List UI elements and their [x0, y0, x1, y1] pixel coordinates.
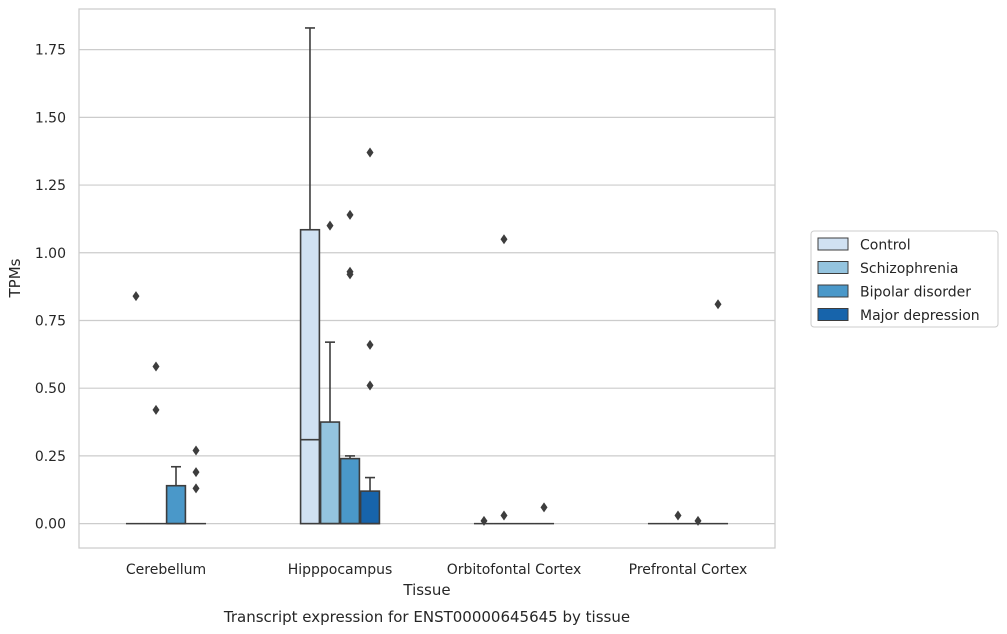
legend-swatch: [817, 308, 849, 321]
box: [165, 484, 187, 525]
y-tick-label: 1.50: [35, 110, 66, 126]
outlier-point: [500, 510, 508, 521]
outlier-point: [540, 502, 548, 513]
outlier-point: [366, 147, 374, 158]
series-schizophrenia: [145, 220, 688, 525]
legend-label: Bipolar disorder: [860, 285, 971, 301]
box: [319, 421, 341, 525]
outlier-point: [192, 483, 200, 494]
outlier-point: [366, 380, 374, 391]
gridlines: [79, 49, 775, 525]
legend-frame: [810, 230, 999, 328]
legend-label: Schizophrenia: [860, 261, 958, 277]
x-tick-label: Hipppocampus: [288, 562, 393, 578]
series-major-depression: [186, 147, 729, 525]
legend-swatch: [817, 261, 849, 274]
x-tick-label: Prefrontal Cortex: [629, 562, 748, 578]
legend-label: Major depression: [860, 308, 980, 324]
outlier-point: [500, 234, 508, 245]
chart-title: Transcript expression for ENST0000064564…: [223, 608, 630, 626]
y-tick-label: 1.00: [35, 246, 66, 262]
outlier-point: [192, 445, 200, 456]
box: [359, 490, 381, 525]
plot-area-frame: [78, 8, 776, 549]
y-axis-ticks: 0.00 0.25 0.50 0.75 1.00 1.25 1.50 1.75: [35, 43, 66, 533]
outlier-point: [346, 269, 354, 280]
y-tick-label: 0.25: [35, 449, 66, 465]
legend-swatch: [817, 237, 849, 251]
outlier-point: [326, 220, 334, 231]
series-control: [125, 27, 668, 526]
box: [299, 228, 321, 525]
y-tick-label: 0.50: [35, 381, 66, 397]
series-bipolar-disorder: [165, 209, 709, 526]
x-axis-label: Tissue: [402, 581, 450, 599]
box: [339, 457, 361, 525]
y-tick-label: 1.25: [35, 178, 66, 194]
y-tick-label: 0.00: [35, 517, 66, 533]
outlier-point: [192, 467, 200, 478]
x-tick-label: Cerebellum: [126, 562, 206, 578]
outlier-point: [366, 339, 374, 350]
outlier-point: [694, 515, 702, 526]
outlier-point: [674, 510, 682, 521]
y-tick-label: 0.75: [35, 313, 66, 329]
outlier-point: [152, 404, 160, 415]
outlier-point: [346, 209, 354, 220]
outlier-point: [152, 361, 160, 372]
x-axis-ticks: Cerebellum Hipppocampus Orbitofontal Corte…: [126, 562, 747, 578]
box-series: [125, 27, 729, 526]
outlier-point: [480, 515, 488, 526]
legend-swatch: [817, 284, 849, 298]
y-tick-label: 1.75: [35, 43, 66, 59]
outlier-point: [132, 291, 140, 302]
outlier-point: [714, 299, 722, 310]
legend-label: Control: [860, 238, 911, 254]
legend: Control Schizophrenia Bipolar disorder Majo…: [810, 230, 999, 328]
y-axis-label: TPMs: [6, 258, 24, 298]
x-tick-label: Orbitofontal Cortex: [447, 562, 582, 578]
